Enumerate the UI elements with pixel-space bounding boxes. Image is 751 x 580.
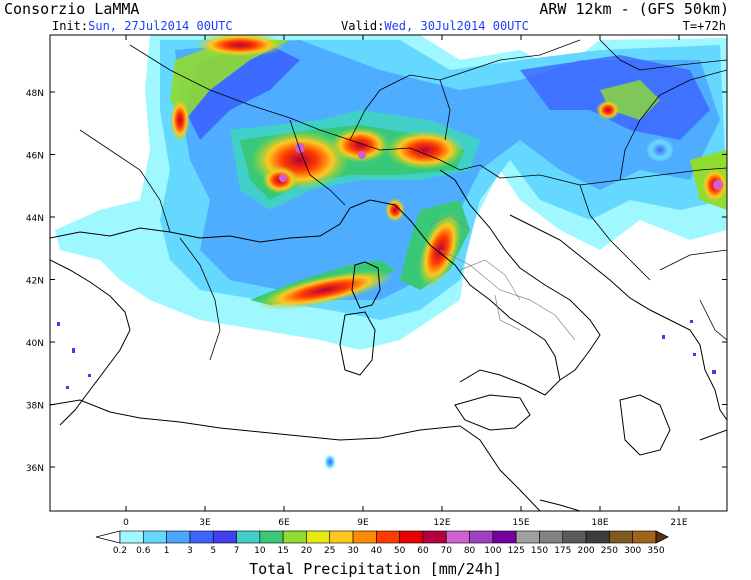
isolated-cells bbox=[57, 320, 716, 389]
colorbar-value: 0.2 bbox=[113, 546, 127, 556]
colorbar-swatch bbox=[632, 530, 657, 544]
colorbar-value: 3 bbox=[187, 546, 193, 556]
colorbar-swatch bbox=[562, 530, 587, 544]
lon-label: 0 bbox=[123, 518, 129, 528]
regional-borders bbox=[429, 214, 576, 341]
colorbar-swatch bbox=[329, 530, 354, 544]
colorbar-min-arrow bbox=[95, 530, 121, 544]
map-area bbox=[50, 35, 727, 511]
colorbar-value: 0.6 bbox=[136, 546, 151, 556]
country-borders bbox=[79, 39, 727, 361]
colorbar: 0.2 0.6 1 3 5 7 10 15 20 25 30 40 50 60 70 80 100 125 150 1… bbox=[95, 530, 669, 556]
colorbar-swatch bbox=[469, 530, 494, 544]
colorbar-swatch bbox=[376, 530, 400, 544]
valid-value: Wed, 30Jul2014 00UTC bbox=[384, 19, 529, 33]
lat-label: 48N bbox=[26, 89, 44, 99]
colorbar-swatch bbox=[515, 530, 540, 544]
colorbar-value: 1 bbox=[164, 546, 170, 556]
lat-label: 46N bbox=[26, 152, 44, 162]
lat-label: 40N bbox=[26, 339, 44, 349]
colorbar-swatch bbox=[212, 530, 237, 544]
colorbar-swatch bbox=[585, 530, 610, 544]
colorbar-value: 200 bbox=[577, 546, 594, 556]
valid-label: Valid: bbox=[341, 19, 385, 33]
colorbar-swatch bbox=[609, 530, 633, 544]
colorbar-value: 5 bbox=[210, 546, 216, 556]
longitude-axis: 0 3E 6E 9E 12E 15E 18E 21E bbox=[123, 35, 688, 528]
forecast-timestep: T=+72h bbox=[682, 19, 726, 33]
init-time: Init:Sun, 27Jul2014 00UTC bbox=[52, 19, 233, 33]
lon-label: 3E bbox=[199, 518, 211, 528]
colorbar-value: 250 bbox=[601, 546, 618, 556]
colorbar-swatch bbox=[119, 530, 144, 544]
lat-label: 38N bbox=[26, 402, 44, 412]
colorbar-value: 20 bbox=[301, 546, 313, 556]
colorbar-value: 300 bbox=[624, 546, 641, 556]
colorbar-value: 100 bbox=[484, 546, 501, 556]
colorbar-value: 80 bbox=[464, 546, 476, 556]
colorbar-value: 10 bbox=[254, 546, 266, 556]
colorbar-value: 7 bbox=[234, 546, 240, 556]
colorbar-value: 30 bbox=[347, 546, 359, 556]
colorbar-max-arrow bbox=[655, 530, 669, 544]
colorbar-swatch bbox=[236, 530, 261, 544]
colorbar-swatch bbox=[189, 530, 214, 544]
lon-label: 9E bbox=[357, 518, 369, 528]
colorbar-value: 40 bbox=[371, 546, 383, 556]
map-frame bbox=[49, 34, 728, 512]
lon-label: 15E bbox=[512, 518, 529, 528]
colorbar-value: 70 bbox=[441, 546, 453, 556]
organization-title: Consorzio LaMMA bbox=[4, 0, 140, 18]
colorbar-swatch bbox=[306, 530, 331, 544]
colorbar-swatch bbox=[259, 530, 284, 544]
colorbar-swatch bbox=[539, 530, 564, 544]
colorbar-swatch bbox=[143, 530, 167, 544]
colorbar-swatch bbox=[492, 530, 517, 544]
colorbar-value: 50 bbox=[394, 546, 406, 556]
colorbar-swatch bbox=[352, 530, 377, 544]
colorbar-value: 175 bbox=[554, 546, 571, 556]
lon-label: 6E bbox=[278, 518, 290, 528]
colorbar-swatch bbox=[422, 530, 447, 544]
lat-label: 44N bbox=[26, 214, 44, 224]
lat-label: 42N bbox=[26, 277, 44, 287]
colorbar-swatch bbox=[282, 530, 307, 544]
lon-label: 18E bbox=[591, 518, 608, 528]
colorbar-value: 25 bbox=[324, 546, 335, 556]
colorbar-value: 350 bbox=[647, 546, 664, 556]
valid-time: Valid:Wed, 30Jul2014 00UTC bbox=[341, 19, 529, 33]
model-title: ARW 12km - (GFS 50km) bbox=[539, 0, 729, 18]
colorbar-swatch bbox=[445, 530, 470, 544]
lat-label: 36N bbox=[26, 464, 44, 474]
colorbar-value: 60 bbox=[417, 546, 429, 556]
init-label: Init: bbox=[52, 19, 89, 33]
colorbar-value: 15 bbox=[277, 546, 288, 556]
coastlines bbox=[50, 169, 727, 511]
colorbar-swatch bbox=[166, 530, 191, 544]
colorbar-title: Total Precipitation [mm/24h] bbox=[249, 560, 502, 578]
init-value: Sun, 27Jul2014 00UTC bbox=[88, 19, 233, 33]
latitude-axis: 48N 46N 44N 42N 40N 38N 36N bbox=[26, 89, 727, 474]
colorbar-swatch bbox=[399, 530, 424, 544]
colorbar-value: 150 bbox=[531, 546, 548, 556]
lon-label: 21E bbox=[670, 518, 687, 528]
lon-label: 12E bbox=[433, 518, 450, 528]
colorbar-value: 125 bbox=[508, 546, 525, 556]
